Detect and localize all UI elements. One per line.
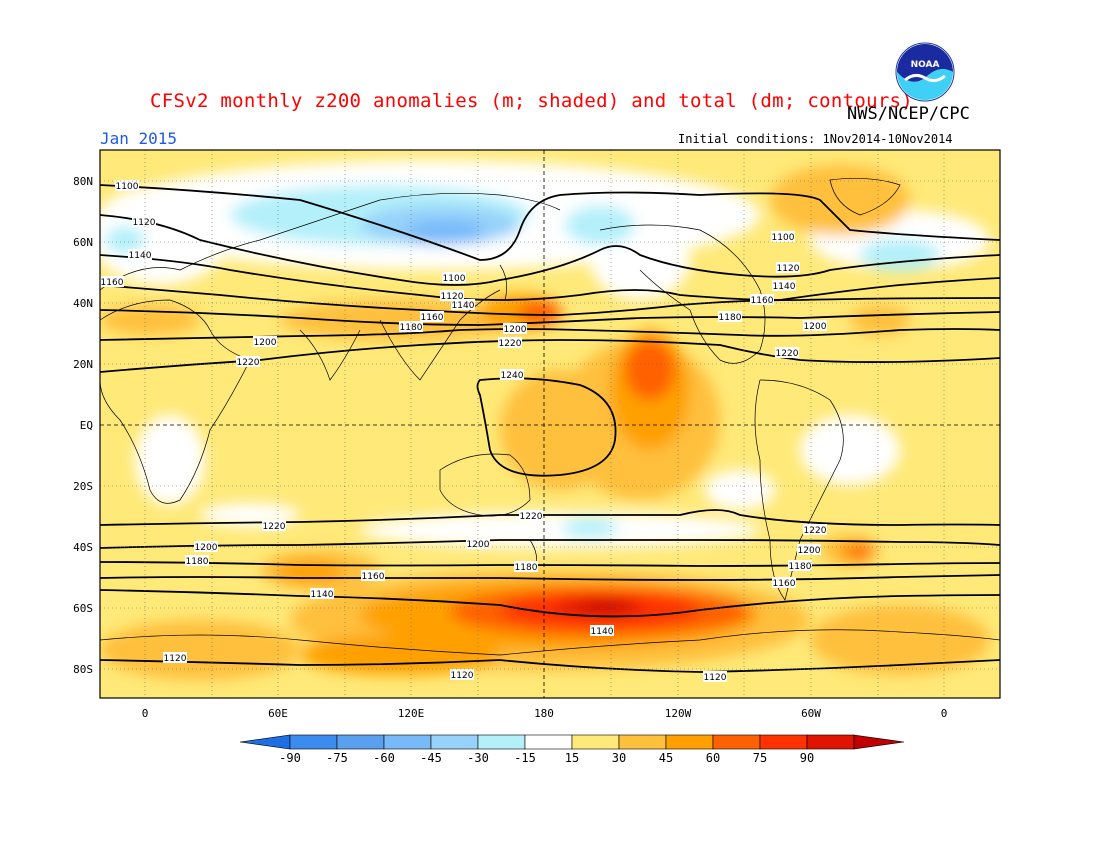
colorbar-tick-label: 45 (659, 751, 673, 765)
colorbar-tick-label: 15 (565, 751, 579, 765)
contour-label: 1200 (804, 322, 827, 332)
contour-label: 1180 (186, 557, 209, 567)
colorbar-tick-label: -45 (420, 751, 442, 765)
contour-label: 1220 (263, 522, 286, 532)
lat-label: 40S (73, 541, 93, 554)
lon-labels: 0 60E 120E 180 120W 60W 0 (142, 707, 948, 720)
contour-label: 1220 (776, 349, 799, 359)
chart-title: CFSv2 monthly z200 anomalies (m; shaded)… (150, 90, 914, 112)
contour-label: 1220 (499, 339, 522, 349)
lon-label: 60E (268, 707, 288, 720)
contour-label: 1100 (116, 182, 139, 192)
colorbar-tick-label: -75 (326, 751, 348, 765)
valid-month: Jan 2015 (100, 129, 178, 148)
colorbar-swatch (477, 734, 526, 750)
contour-label: 1100 (443, 274, 466, 284)
contour-label: 1140 (591, 627, 614, 637)
lat-label: 60N (73, 236, 93, 249)
lon-label: 120E (398, 707, 425, 720)
colorbar-tick-label: -15 (514, 751, 536, 765)
colorbar-tick-label: 75 (753, 751, 767, 765)
colorbar-arrow-low (239, 734, 291, 750)
lat-label: 80N (73, 175, 93, 188)
contour-label: 1160 (421, 313, 444, 323)
contour-label: 1140 (311, 590, 334, 600)
contour-label: 1120 (164, 654, 187, 664)
contour-label: 1120 (451, 671, 474, 681)
lon-label: 180 (534, 707, 554, 720)
lat-label: EQ (80, 419, 93, 432)
initial-conditions: Initial conditions: 1Nov2014-10Nov2014 (678, 132, 953, 146)
lon-label: 120W (665, 707, 692, 720)
colorbar: -90 -75 -60 -45 -30 -15 15 30 45 60 75 90 (239, 734, 905, 765)
contour-label: 1160 (362, 572, 385, 582)
colorbar-swatch (336, 734, 385, 750)
contour-label: 1160 (101, 278, 124, 288)
contour-label: 1140 (773, 282, 796, 292)
contour-label: 1220 (237, 358, 260, 368)
contour-label: 1180 (789, 562, 812, 572)
contour-labels: 1100 1100 1100 1120 1120 1120 1120 1120 … (100, 180, 827, 683)
colorbar-swatch (806, 734, 855, 750)
contour-label: 1200 (467, 540, 490, 550)
contour-label: 1160 (751, 296, 774, 306)
contour-label: 1200 (798, 546, 821, 556)
contour-label: 1200 (254, 338, 277, 348)
shading-layer: 1100 1100 1100 1120 1120 1120 1120 1120 … (100, 150, 1000, 698)
colorbar-swatch (430, 734, 479, 750)
noaa-logo: NOAA (895, 42, 955, 102)
colorbar-tick-label: 30 (612, 751, 626, 765)
contour-label: 1160 (773, 579, 796, 589)
lat-label: 20N (73, 358, 93, 371)
lon-label: 60W (801, 707, 821, 720)
contour-label: 1180 (515, 563, 538, 573)
colorbar-arrow-high (853, 734, 905, 750)
colorbar-swatch (571, 734, 620, 750)
lon-label: 0 (941, 707, 948, 720)
contour-label: 1180 (719, 313, 742, 323)
lat-label: 60S (73, 602, 93, 615)
grid (100, 150, 1000, 698)
agency-label: NWS/NCEP/CPC (847, 104, 970, 124)
contour-label: 1120 (704, 673, 727, 683)
contour-label: 1200 (504, 325, 527, 335)
colorbar-swatch (618, 734, 667, 750)
contour-label: 1120 (133, 218, 156, 228)
contour-label: 1140 (452, 301, 475, 311)
contour-label: 1220 (520, 512, 543, 522)
colorbar-tick-label: -60 (373, 751, 395, 765)
colorbar-swatch (665, 734, 714, 750)
contour-label: 1120 (777, 264, 800, 274)
colorbar-tick-label: -90 (279, 751, 301, 765)
contour-label: 1220 (804, 526, 827, 536)
colorbar-tick-label: 60 (706, 751, 720, 765)
coastlines (100, 177, 1000, 656)
colorbar-swatch (289, 734, 338, 750)
contours (100, 184, 1000, 673)
colorbar-swatch (383, 734, 432, 750)
contour-label: 1180 (400, 323, 423, 333)
logo-text: NOAA (911, 60, 940, 70)
lat-label: 80S (73, 663, 93, 676)
colorbar-tick-label: 90 (800, 751, 814, 765)
colorbar-tick-label: -30 (467, 751, 489, 765)
lat-label: 20S (73, 480, 93, 493)
colorbar-swatch (524, 734, 573, 750)
contour-label: 1100 (772, 233, 795, 243)
lat-label: 40N (73, 297, 93, 310)
lon-label: 0 (142, 707, 149, 720)
colorbar-swatch (712, 734, 761, 750)
contour-label: 1240 (501, 371, 524, 381)
contour-label: 1140 (129, 251, 152, 261)
contour-label: 1120 (441, 292, 464, 302)
contour-label: 1200 (195, 543, 218, 553)
lat-labels: 80N 60N 40N 20N EQ 20S 40S 60S 80S (73, 175, 93, 676)
map-frame (99, 149, 1001, 699)
colorbar-swatch (759, 734, 808, 750)
